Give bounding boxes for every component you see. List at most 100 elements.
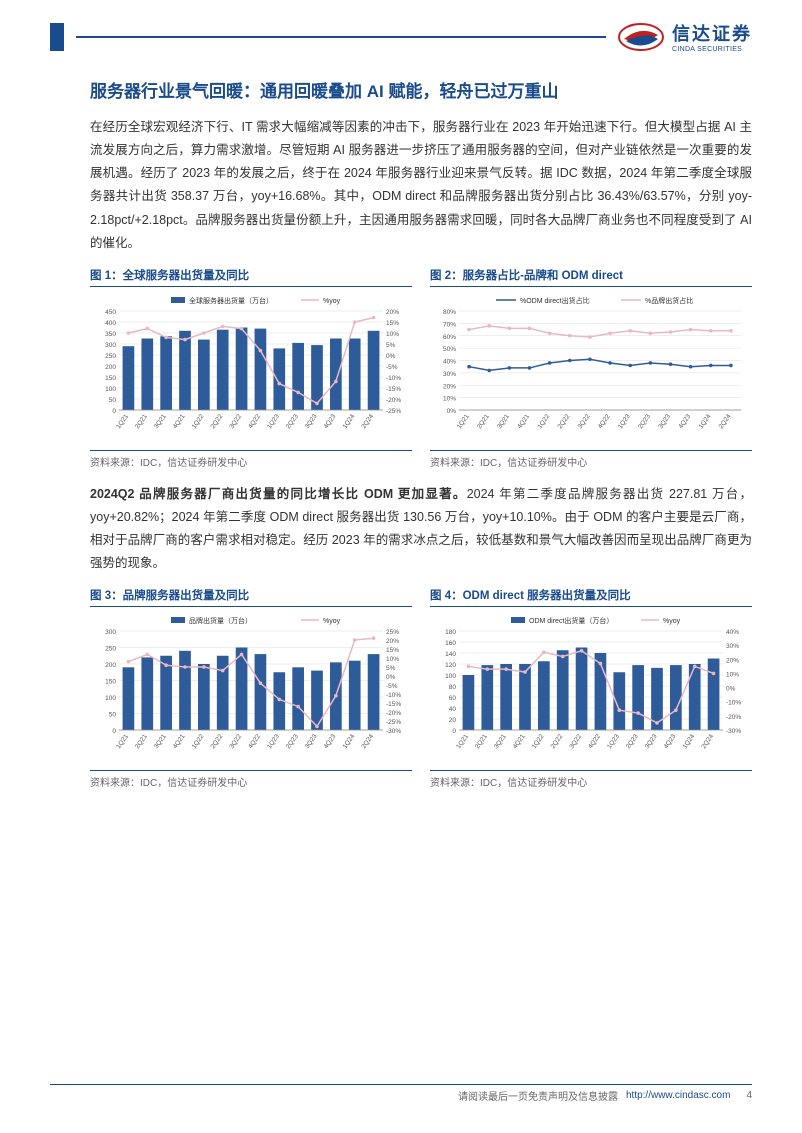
svg-text:1Q23: 1Q23 [617, 413, 632, 430]
svg-text:1Q24: 1Q24 [341, 733, 356, 750]
svg-text:20%: 20% [443, 383, 456, 390]
svg-text:0%: 0% [447, 408, 457, 415]
chart-3-svg: 品牌出货量（万台）%yoy050100150200250300-30%-25%-… [90, 613, 412, 768]
svg-text:150: 150 [105, 375, 116, 382]
logo-text-en: CINDA SECURITIES [672, 46, 752, 53]
svg-text:60: 60 [449, 695, 457, 702]
svg-text:0%: 0% [726, 686, 736, 693]
svg-text:350: 350 [105, 331, 116, 338]
svg-text:2Q22: 2Q22 [557, 413, 572, 430]
svg-text:2Q23: 2Q23 [637, 413, 652, 430]
svg-text:20: 20 [449, 717, 457, 724]
svg-text:2Q24: 2Q24 [360, 733, 375, 750]
svg-text:-5%: -5% [386, 683, 398, 690]
chart-row-2: 图 3：品牌服务器出货量及同比 品牌出货量（万台）%yoy05010015020… [90, 587, 752, 789]
svg-text:-15%: -15% [386, 701, 401, 708]
svg-text:5%: 5% [386, 342, 396, 349]
svg-text:200: 200 [105, 364, 116, 371]
svg-text:%yoy: %yoy [663, 618, 681, 625]
chart-4-svg: ODM direct出货量（万台）%yoy0204060801001201401… [430, 613, 752, 768]
svg-text:3Q23: 3Q23 [304, 733, 319, 750]
footer-disclaimer: 请阅读最后一页免责声明及信息披露 [458, 1088, 618, 1103]
svg-text:15%: 15% [386, 320, 399, 327]
svg-text:100: 100 [105, 695, 116, 702]
svg-text:1Q23: 1Q23 [266, 413, 281, 430]
svg-text:%ODM direct出货占比: %ODM direct出货占比 [520, 296, 590, 305]
chart-3-block: 图 3：品牌服务器出货量及同比 品牌出货量（万台）%yoy05010015020… [90, 587, 412, 789]
svg-text:-15%: -15% [386, 386, 401, 393]
svg-text:2Q24: 2Q24 [718, 413, 733, 430]
footer-rule [50, 1084, 752, 1085]
svg-text:-10%: -10% [386, 692, 401, 699]
company-logo: 信达证券 CINDA SECURITIES [616, 20, 752, 53]
svg-text:4Q23: 4Q23 [323, 733, 338, 750]
svg-text:1Q24: 1Q24 [681, 733, 696, 750]
svg-text:-5%: -5% [386, 364, 398, 371]
svg-text:120: 120 [445, 662, 456, 669]
page-header: 信达证券 CINDA SECURITIES [50, 0, 752, 61]
chart-1-source: 资料来源：IDC，信达证券研发中心 [90, 450, 412, 469]
paragraph-1: 在经历全球宏观经济下行、IT 需求大幅缩减等因素的冲击下，服务器行业在 2023… [90, 116, 752, 255]
svg-text:2Q21: 2Q21 [134, 413, 149, 430]
svg-text:-30%: -30% [726, 728, 741, 735]
svg-text:3Q22: 3Q22 [568, 733, 583, 750]
svg-text:1Q23: 1Q23 [266, 733, 281, 750]
chart-2-source: 资料来源：IDC，信达证券研发中心 [430, 450, 752, 469]
chart-4-source: 资料来源：IDC，信达证券研发中心 [430, 770, 752, 789]
svg-text:0%: 0% [386, 674, 396, 681]
svg-text:2Q22: 2Q22 [209, 733, 224, 750]
svg-text:80%: 80% [443, 309, 456, 316]
logo-text-cn: 信达证券 [672, 20, 752, 46]
svg-text:4Q23: 4Q23 [663, 733, 678, 750]
svg-text:3Q22: 3Q22 [228, 413, 243, 430]
svg-text:0: 0 [452, 728, 456, 735]
chart-2-block: 图 2：服务器占比-品牌和 ODM direct %ODM direct出货占比… [430, 267, 752, 469]
svg-text:2Q21: 2Q21 [474, 733, 489, 750]
svg-text:4Q23: 4Q23 [323, 413, 338, 430]
page-title: 服务器行业景气回暖：通用回暖叠加 AI 赋能，轻舟已过万重山 [90, 77, 752, 102]
header-rule [76, 36, 606, 38]
svg-text:10%: 10% [386, 656, 399, 663]
svg-text:2Q23: 2Q23 [285, 733, 300, 750]
svg-text:1Q23: 1Q23 [606, 733, 621, 750]
svg-text:%yoy: %yoy [323, 618, 341, 625]
svg-text:2Q22: 2Q22 [209, 413, 224, 430]
svg-text:300: 300 [105, 342, 116, 349]
svg-text:2Q23: 2Q23 [285, 413, 300, 430]
svg-text:30%: 30% [726, 643, 739, 650]
svg-text:160: 160 [445, 640, 456, 647]
svg-text:0: 0 [112, 408, 116, 415]
svg-text:-20%: -20% [726, 714, 741, 721]
svg-text:1Q24: 1Q24 [698, 413, 713, 430]
svg-text:2Q24: 2Q24 [360, 413, 375, 430]
svg-text:3Q23: 3Q23 [657, 413, 672, 430]
svg-text:10%: 10% [726, 672, 739, 679]
chart-row-1: 图 1：全球服务器出货量及同比 全球服务器出货量（万台）%yoy05010015… [90, 267, 752, 469]
svg-text:10%: 10% [386, 331, 399, 338]
svg-text:4Q22: 4Q22 [247, 733, 262, 750]
svg-text:2Q23: 2Q23 [625, 733, 640, 750]
svg-text:10%: 10% [443, 395, 456, 402]
svg-text:50%: 50% [443, 346, 456, 353]
svg-text:140: 140 [445, 651, 456, 658]
svg-text:%品牌出货占比: %品牌出货占比 [645, 296, 693, 305]
svg-text:3Q22: 3Q22 [577, 413, 592, 430]
logo-swirl-icon [616, 21, 666, 53]
svg-text:1Q21: 1Q21 [456, 413, 471, 430]
svg-text:3Q23: 3Q23 [644, 733, 659, 750]
svg-text:0: 0 [112, 728, 116, 735]
svg-text:1Q22: 1Q22 [191, 413, 206, 430]
chart-3-source: 资料来源：IDC，信达证券研发中心 [90, 770, 412, 789]
svg-text:0%: 0% [386, 353, 396, 360]
svg-text:250: 250 [105, 646, 116, 653]
svg-text:4Q21: 4Q21 [172, 733, 187, 750]
svg-text:ODM direct出货量（万台）: ODM direct出货量（万台） [529, 616, 613, 625]
svg-text:60%: 60% [443, 334, 456, 341]
svg-text:400: 400 [105, 320, 116, 327]
paragraph-2-bold: 2024Q2 品牌服务器厂商出货量的同比增长比 ODM 更加显著。 [90, 487, 467, 501]
svg-text:180: 180 [445, 629, 456, 636]
chart-2-title: 图 2：服务器占比-品牌和 ODM direct [430, 267, 752, 287]
svg-text:250: 250 [105, 353, 116, 360]
svg-text:3Q21: 3Q21 [153, 733, 168, 750]
svg-text:25%: 25% [386, 629, 399, 636]
